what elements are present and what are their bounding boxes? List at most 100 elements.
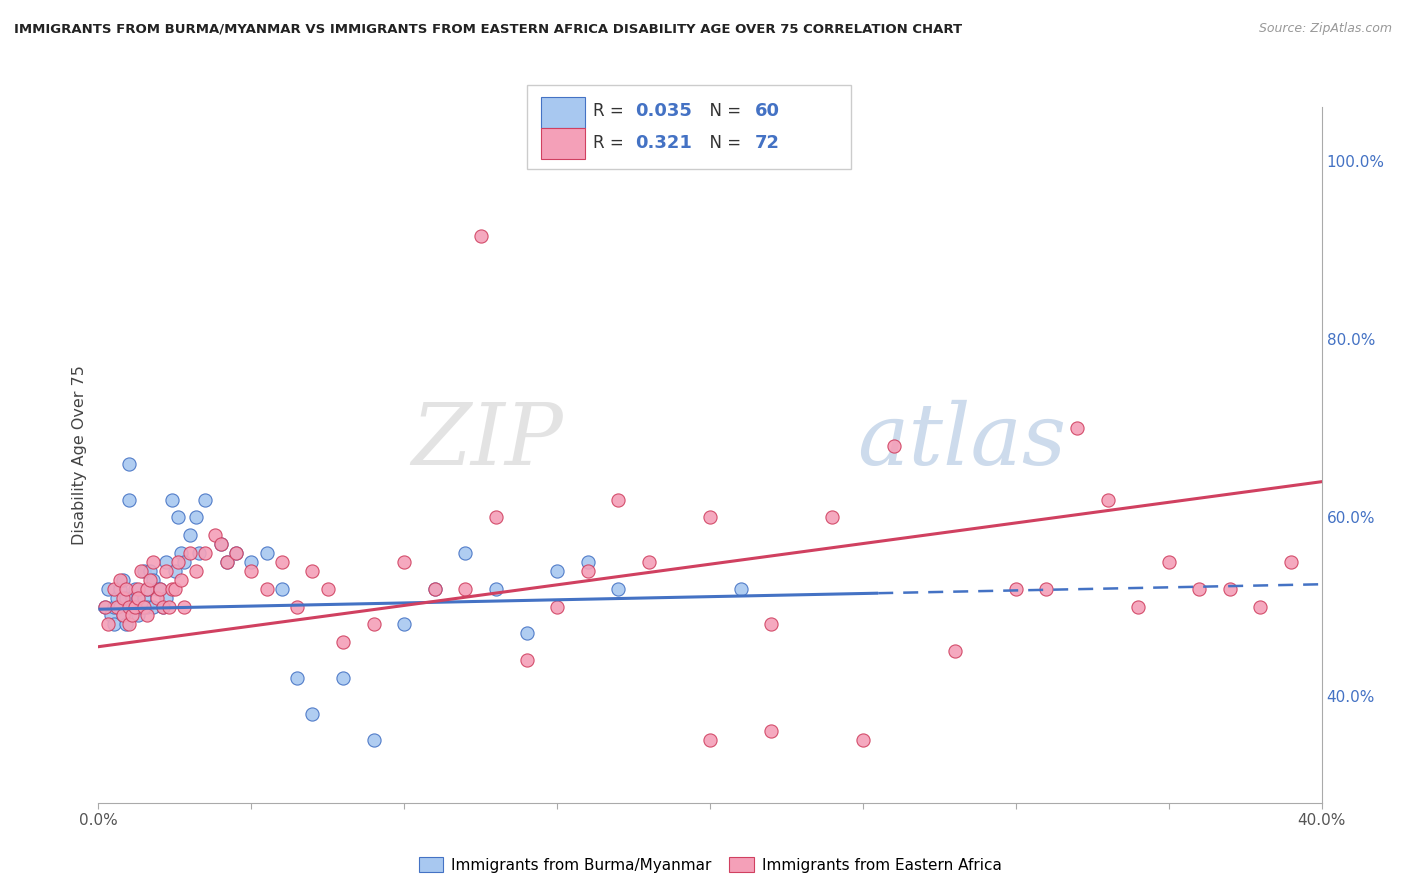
Point bbox=[100, 608, 122, 623]
Point bbox=[1004, 582, 1026, 596]
Point bbox=[332, 671, 354, 685]
Text: N =: N = bbox=[699, 134, 747, 152]
Point bbox=[225, 546, 247, 560]
Point bbox=[115, 582, 138, 596]
Text: 0.321: 0.321 bbox=[636, 134, 692, 152]
Point bbox=[108, 573, 131, 587]
Point bbox=[332, 635, 354, 649]
Point bbox=[160, 492, 183, 507]
Point bbox=[576, 555, 599, 569]
Point bbox=[179, 528, 201, 542]
Point bbox=[699, 510, 721, 524]
Point bbox=[194, 492, 217, 507]
Point bbox=[209, 537, 232, 551]
Point bbox=[546, 599, 568, 614]
Point bbox=[157, 599, 180, 614]
Text: Source: ZipAtlas.com: Source: ZipAtlas.com bbox=[1258, 22, 1392, 36]
Point bbox=[118, 599, 141, 614]
Point bbox=[111, 573, 134, 587]
Point bbox=[136, 599, 159, 614]
Point bbox=[759, 724, 782, 739]
Point bbox=[167, 510, 190, 524]
Point bbox=[215, 555, 238, 569]
Point bbox=[160, 582, 183, 596]
Point bbox=[152, 599, 174, 614]
Point bbox=[1219, 582, 1241, 596]
Point bbox=[1249, 599, 1271, 614]
Point bbox=[124, 599, 146, 614]
Point bbox=[637, 555, 661, 569]
Text: N =: N = bbox=[699, 103, 747, 120]
Point bbox=[121, 608, 143, 623]
Point bbox=[108, 582, 131, 596]
Point bbox=[145, 591, 167, 605]
Point bbox=[285, 599, 308, 614]
Point bbox=[270, 582, 292, 596]
Point bbox=[103, 599, 125, 614]
Point bbox=[167, 555, 190, 569]
Text: R =: R = bbox=[593, 103, 630, 120]
Point bbox=[145, 582, 167, 596]
Point bbox=[115, 617, 138, 632]
Point bbox=[1097, 492, 1119, 507]
Point bbox=[1066, 421, 1088, 435]
Point bbox=[136, 582, 159, 596]
Text: 0.035: 0.035 bbox=[636, 103, 692, 120]
Point bbox=[188, 546, 211, 560]
Point bbox=[163, 564, 186, 578]
Point bbox=[194, 546, 217, 560]
Point bbox=[943, 644, 966, 658]
Point bbox=[103, 617, 125, 632]
Point bbox=[256, 546, 278, 560]
Point bbox=[699, 733, 721, 747]
Point bbox=[118, 457, 141, 471]
Point bbox=[105, 591, 128, 605]
Point bbox=[454, 582, 477, 596]
Point bbox=[142, 555, 165, 569]
Text: atlas: atlas bbox=[856, 400, 1066, 483]
Point bbox=[93, 599, 115, 614]
Point bbox=[97, 617, 120, 632]
Point bbox=[97, 582, 120, 596]
Point bbox=[127, 591, 149, 605]
Point bbox=[1279, 555, 1302, 569]
Point bbox=[470, 229, 492, 244]
Point bbox=[1188, 582, 1211, 596]
Point bbox=[883, 439, 905, 453]
Point bbox=[225, 546, 247, 560]
Point bbox=[485, 510, 508, 524]
Text: 60: 60 bbox=[755, 103, 780, 120]
Point bbox=[392, 555, 416, 569]
Point bbox=[423, 582, 446, 596]
Point bbox=[124, 599, 146, 614]
Text: 72: 72 bbox=[755, 134, 780, 152]
Point bbox=[155, 591, 177, 605]
Y-axis label: Disability Age Over 75: Disability Age Over 75 bbox=[72, 365, 87, 545]
Point bbox=[485, 582, 508, 596]
Text: R =: R = bbox=[593, 134, 634, 152]
Point bbox=[124, 582, 146, 596]
Point bbox=[136, 608, 159, 623]
Text: IMMIGRANTS FROM BURMA/MYANMAR VS IMMIGRANTS FROM EASTERN AFRICA DISABILITY AGE O: IMMIGRANTS FROM BURMA/MYANMAR VS IMMIGRA… bbox=[14, 22, 962, 36]
Point bbox=[93, 599, 115, 614]
Point bbox=[115, 591, 138, 605]
Point bbox=[215, 555, 238, 569]
Point bbox=[111, 608, 134, 623]
Point bbox=[129, 564, 152, 578]
Point bbox=[546, 564, 568, 578]
Point bbox=[730, 582, 752, 596]
Point bbox=[173, 555, 195, 569]
Point bbox=[118, 492, 141, 507]
Point bbox=[142, 573, 165, 587]
Point bbox=[186, 564, 208, 578]
Point bbox=[155, 555, 177, 569]
Point bbox=[301, 564, 323, 578]
Point bbox=[170, 546, 193, 560]
Point bbox=[173, 599, 195, 614]
Point bbox=[152, 599, 174, 614]
Point bbox=[142, 599, 165, 614]
Point bbox=[186, 510, 208, 524]
Point bbox=[516, 626, 538, 640]
Point bbox=[127, 608, 149, 623]
Point bbox=[134, 591, 156, 605]
